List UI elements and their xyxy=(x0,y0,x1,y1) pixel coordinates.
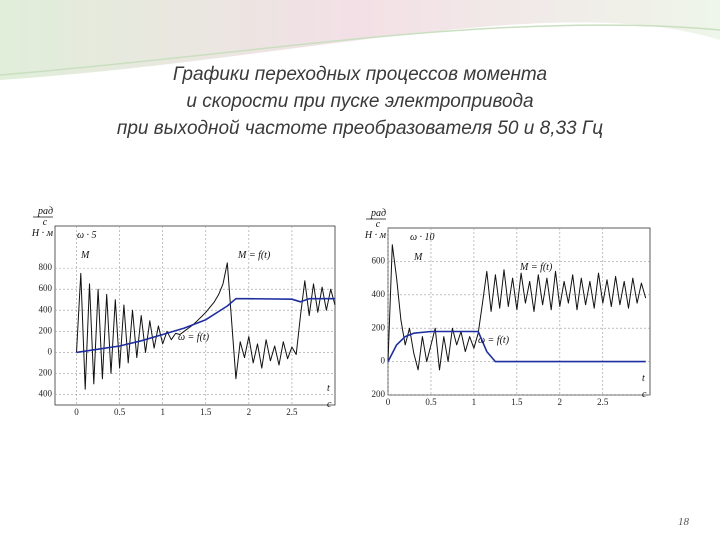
m-label: M xyxy=(413,252,423,263)
series-line xyxy=(76,262,336,390)
x-label: t xyxy=(327,383,330,394)
x-tick-label: 2 xyxy=(558,397,563,407)
y-unit: Н · м xyxy=(364,230,387,241)
x-tick-label: 2.5 xyxy=(286,407,298,417)
y-unit: рад xyxy=(370,208,386,219)
x-tick-label: 1.5 xyxy=(511,397,523,407)
y-tick-label: 200 xyxy=(39,325,53,335)
x-tick-label: 2 xyxy=(247,407,252,417)
y-tick-label: 800 xyxy=(39,262,53,272)
decor xyxy=(0,0,720,80)
omega-label: ω · 10 xyxy=(410,232,435,243)
y-tick-label: 600 xyxy=(372,255,386,265)
y-unit: с xyxy=(43,217,48,228)
y-unit: Н · м xyxy=(31,228,54,239)
y-tick-label: 400 xyxy=(372,289,386,299)
x-tick-label: 1 xyxy=(160,407,165,417)
series-line xyxy=(387,244,647,371)
x-label: с xyxy=(327,399,332,410)
x-label: с xyxy=(642,389,647,400)
annotation: M = f(t) xyxy=(519,262,553,273)
x-tick-label: 1.5 xyxy=(200,407,212,417)
annotation: ω = f(t) xyxy=(478,335,510,346)
omega-label: ω · 5 xyxy=(77,230,97,241)
y-unit: с xyxy=(376,219,381,230)
x-tick-label: 1 xyxy=(472,397,477,407)
x-tick-label: 0 xyxy=(386,397,391,407)
title-line: и скорости при пуске электропривода xyxy=(186,91,533,112)
y-tick-label: 200 xyxy=(372,322,386,332)
y-unit: рад xyxy=(37,206,53,217)
y-tick-label: 0 xyxy=(48,346,53,356)
plot-frame xyxy=(387,227,651,396)
plot-frame xyxy=(54,225,336,406)
y-tick-label: 200 xyxy=(39,367,53,377)
series-line xyxy=(76,297,335,354)
y-tick-label: 600 xyxy=(39,283,53,293)
annotation: ω = f(t) xyxy=(178,332,210,343)
x-tick-label: 0 xyxy=(74,407,79,417)
y-tick-label: 0 xyxy=(381,356,386,366)
m-label: M xyxy=(80,250,90,261)
title-line: при выходной частоте преобразователя 50 … xyxy=(117,118,603,139)
x-label: t xyxy=(642,373,645,384)
x-tick-label: 0.5 xyxy=(425,397,437,407)
title-line: Графики переходных процессов момента xyxy=(173,64,547,85)
series-line xyxy=(387,330,646,363)
x-tick-label: 2.5 xyxy=(597,397,609,407)
x-tick-label: 0.5 xyxy=(114,407,126,417)
annotation: M = f(t) xyxy=(237,250,271,261)
y-tick-label: 200 xyxy=(372,389,386,399)
page-number: 18 xyxy=(678,516,690,528)
y-tick-label: 400 xyxy=(39,389,53,399)
y-tick-label: 400 xyxy=(39,304,53,314)
decor-line xyxy=(0,24,720,76)
